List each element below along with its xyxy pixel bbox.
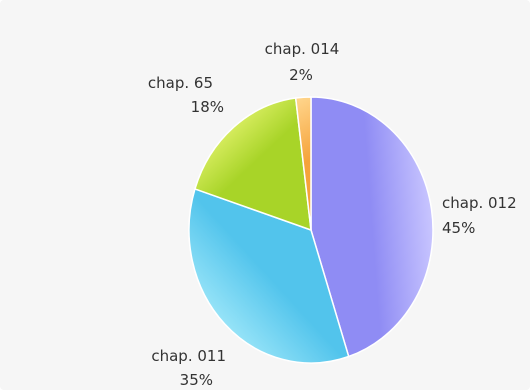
slice-label-chap-65: chap. 65 (148, 74, 213, 92)
slice-value-chap-014: 2% (289, 66, 313, 84)
slice-labels: chap. 012 45% chap. 011 35% chap. 65 18%… (148, 40, 517, 389)
slice-value-chap-012: 45% (442, 219, 475, 237)
slice-label-chap-012: chap. 012 (442, 194, 517, 212)
pie-slice-chap-65[interactable] (194, 97, 312, 232)
pie-slice-chap-012[interactable] (310, 96, 434, 358)
slice-value-chap-65: 18% (191, 98, 224, 116)
slice-label-chap-011: chap. 011 (151, 347, 226, 365)
pie-slice-chap-014[interactable] (294, 96, 312, 231)
slice-label-chap-014: chap. 014 (265, 40, 340, 58)
pie-slice-chap-011[interactable] (188, 187, 350, 364)
pie-slices (188, 96, 434, 364)
slice-value-chap-011: 35% (180, 371, 213, 389)
